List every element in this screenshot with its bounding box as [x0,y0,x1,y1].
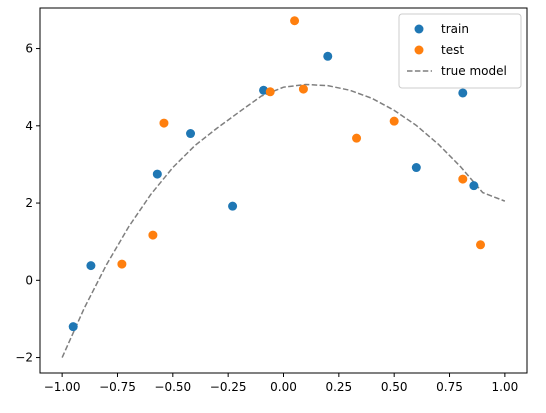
x-axis-ticks: −1.00 −0.75 −0.50 −0.25 0.00 0.25 0.50 0.75 1.00 [44,373,518,394]
legend-marker-test [414,45,424,55]
legend-label-true-model: true model [441,64,507,78]
test-point-9 [476,240,486,250]
plot-data-layer [61,16,506,358]
x-tick-label-4: 0.00 [270,380,297,394]
legend-label-test: test [441,43,464,57]
series-train [68,51,479,332]
y-tick-label-2: 2 [25,196,33,210]
test-point-8 [458,174,468,184]
train-point-8 [458,88,468,98]
test-point-4 [290,16,300,26]
test-point-3 [265,87,275,97]
legend-label-train: train [441,22,469,36]
y-axis-ticks: −2 0 2 4 6 [15,42,40,365]
train-point-2 [152,169,162,179]
legend-box [398,13,522,89]
train-point-1 [86,261,96,271]
x-tick-label-7: 0.75 [436,380,463,394]
train-point-0 [68,322,78,332]
y-tick-label-1: 0 [25,273,33,287]
test-point-6 [352,133,362,143]
legend-marker-train [414,24,424,34]
test-point-5 [298,84,308,94]
series-line-true-model [61,83,506,358]
test-point-0 [117,259,127,269]
series-test [117,16,486,269]
y-tick-label-3: 4 [25,119,33,133]
x-tick-label-1: −0.75 [99,380,136,394]
train-point-6 [323,51,333,61]
x-tick-label-5: 0.25 [325,380,352,394]
x-tick-label-3: −0.25 [210,380,247,394]
test-point-1 [148,230,158,240]
x-tick-label-8: 1.00 [492,380,519,394]
x-tick-label-0: −1.00 [44,380,81,394]
y-tick-label-0: −2 [15,351,33,365]
y-tick-label-4: 6 [25,42,33,56]
test-point-7 [389,116,399,126]
legend: train test true model [398,13,522,89]
test-point-2 [159,118,169,128]
train-point-4 [228,201,238,211]
train-point-9 [469,181,479,191]
train-point-3 [186,129,196,139]
train-point-7 [411,163,421,173]
x-tick-label-2: −0.50 [154,380,191,394]
x-tick-label-6: 0.50 [381,380,408,394]
